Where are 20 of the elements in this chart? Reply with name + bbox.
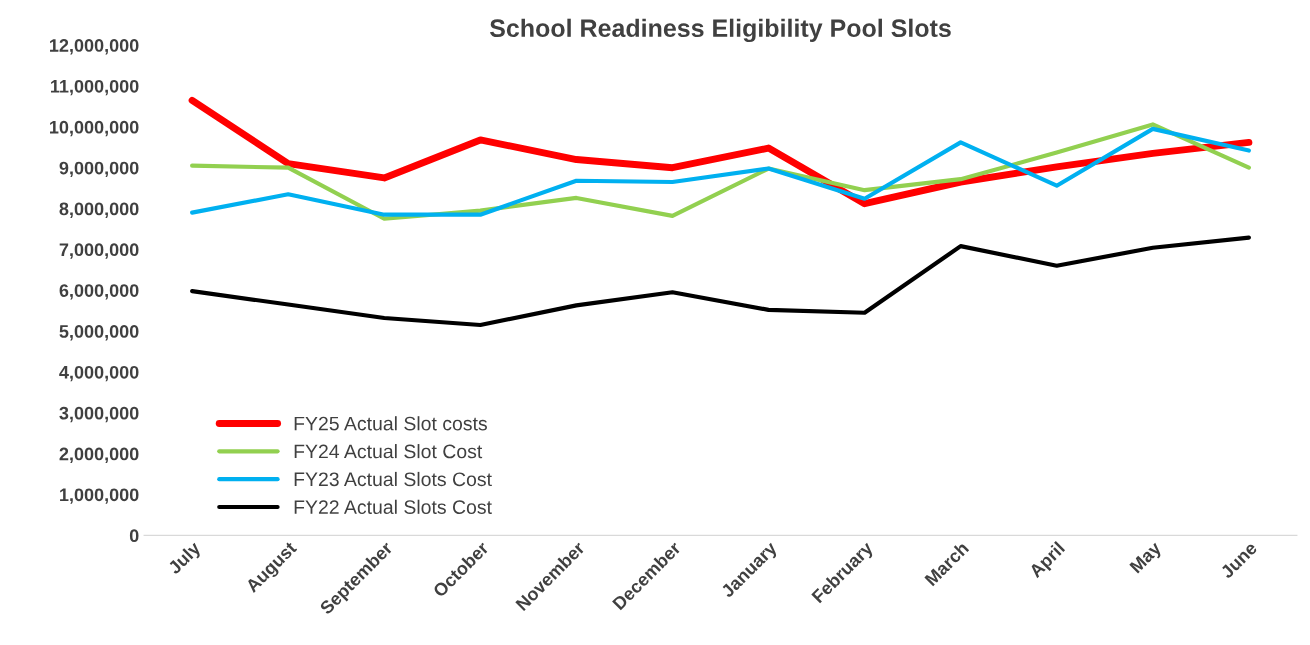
y-tick-label: 2,000,000 [59,447,139,463]
y-tick-label: 7,000,000 [59,243,139,259]
chart-title: School Readiness Eligibility Pool Slots [489,18,951,43]
y-tick-label: 8,000,000 [59,202,139,218]
x-tick-label: May [1129,540,1165,577]
legend-label: FY25 Actual Slot costs [294,416,487,431]
y-tick-label: 0 [129,529,139,543]
y-tick-label: 1,000,000 [60,488,139,504]
y-tick-label: 6,000,000 [59,284,139,300]
line-series [190,235,1251,328]
y-tick-label: 11,000,000 [51,79,139,96]
y-tick-label: 4,000,000 [59,365,139,382]
y-tick-label: 9,000,000 [59,161,139,178]
y-tick-label: 5,000,000 [59,325,139,341]
legend-label: FY22 Actual Slots Cost [294,499,492,515]
y-tick-label: 3,000,000 [59,406,139,423]
y-tick-label: 10,000,000 [50,120,139,137]
y-tick-label: 12,000,000 [50,39,139,55]
legend-label: FY23 Actual Slots Cost [294,471,492,487]
legend-label: FY24 Actual Slot Cost [294,444,483,459]
